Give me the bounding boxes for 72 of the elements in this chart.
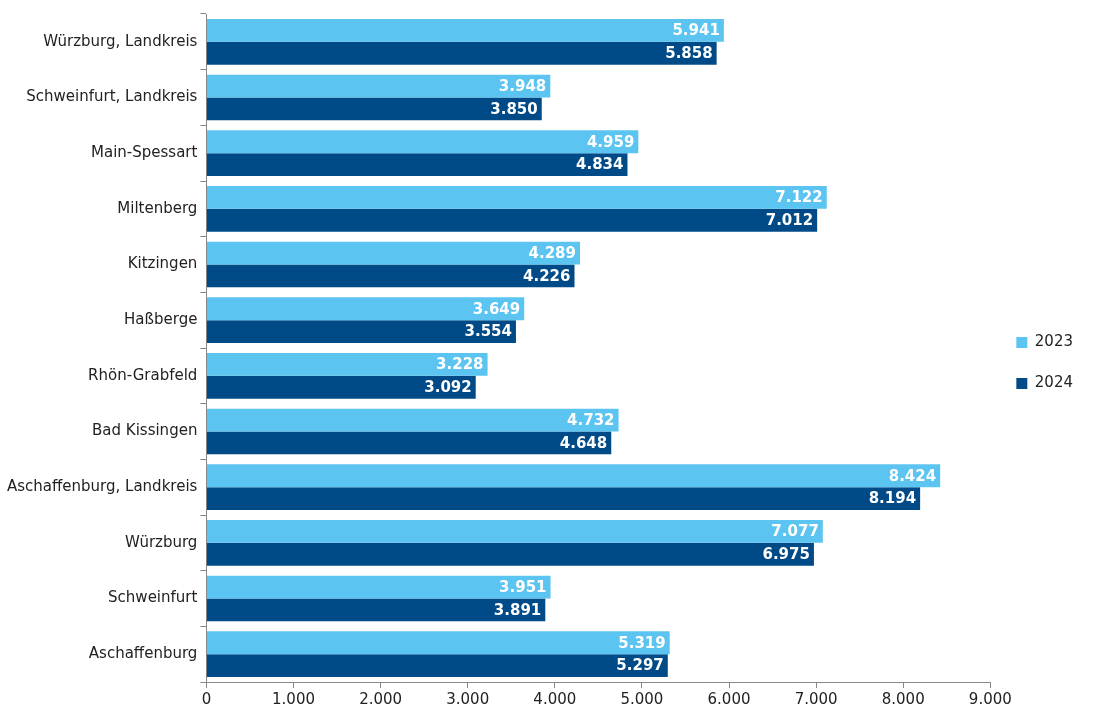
bar	[206, 631, 670, 655]
x-tick-label: 8.000	[881, 689, 925, 708]
data-label: 4.834	[576, 155, 624, 174]
data-label: 7.012	[765, 211, 814, 230]
y-tick-label: Miltenberg	[117, 198, 198, 217]
bar	[206, 74, 551, 98]
bar	[206, 297, 525, 321]
data-label: 3.850	[490, 99, 538, 118]
data-label: 5.941	[672, 21, 720, 40]
bar	[206, 542, 814, 566]
data-label: 4.648	[559, 433, 608, 452]
data-label: 7.122	[775, 188, 823, 207]
y-tick-label: Main-Spessart	[91, 143, 198, 162]
data-label: 3.649	[472, 299, 521, 318]
y-tick-label: Schweinfurt	[108, 588, 198, 607]
data-label: 3.891	[493, 600, 542, 619]
data-label: 5.319	[618, 633, 666, 652]
data-label: 3.951	[499, 577, 547, 596]
bar	[206, 375, 476, 399]
bar	[206, 97, 542, 121]
bar	[206, 241, 580, 265]
x-tick-label: 5.000	[620, 689, 664, 708]
bar	[206, 598, 546, 622]
legend-label: 2023	[1034, 332, 1074, 351]
data-label: 8.194	[868, 489, 917, 508]
y-tick-label: Haßberge	[124, 310, 198, 329]
bar	[206, 153, 628, 176]
data-label: 3.092	[424, 378, 472, 397]
bar	[206, 264, 575, 288]
data-label: 5.297	[616, 656, 664, 675]
data-label: 8.424	[888, 466, 937, 485]
data-label: 4.732	[567, 410, 615, 429]
data-label: 4.959	[586, 132, 635, 151]
data-label: 4.226	[523, 266, 571, 285]
legend-label: 2024	[1034, 373, 1074, 392]
bar	[206, 487, 921, 510]
data-label: 4.289	[528, 243, 576, 262]
x-tick-label: 3.000	[446, 689, 490, 708]
y-tick-label: Würzburg	[125, 532, 198, 551]
x-tick-label: 9.000	[968, 689, 1012, 708]
y-tick-label: Aschaffenburg	[88, 644, 198, 663]
data-label: 3.948	[498, 76, 547, 95]
bar	[206, 320, 516, 343]
x-tick-label: 7.000	[794, 689, 838, 708]
bar	[206, 208, 818, 232]
y-tick-label: Kitzingen	[127, 254, 198, 273]
x-tick-label: 6.000	[707, 689, 751, 708]
data-label: 6.975	[762, 545, 810, 564]
bar	[206, 130, 639, 154]
y-tick-label: Schweinfurt, Landkreis	[26, 87, 198, 106]
y-tick-label: Bad Kissingen	[92, 421, 198, 440]
data-label: 5.858	[665, 44, 713, 63]
bar	[206, 353, 488, 376]
bar	[206, 19, 724, 42]
x-tick-label: 1.000	[272, 689, 315, 708]
data-label: 3.228	[436, 355, 484, 374]
bar	[206, 408, 619, 432]
y-tick-label: Aschaffenburg, Landkreis	[6, 477, 198, 496]
data-label: 7.077	[771, 522, 819, 541]
bar	[206, 575, 551, 599]
bar	[206, 431, 612, 455]
x-tick-label: 4.000	[533, 689, 577, 708]
x-tick-label: 2.000	[359, 689, 403, 708]
bar	[206, 654, 668, 677]
bar	[206, 520, 823, 543]
bar	[206, 186, 827, 209]
y-tick-label: Rhön-Grabfeld	[88, 365, 198, 384]
x-tick-label: 0	[201, 689, 212, 708]
bar	[206, 41, 717, 65]
y-tick-label: Würzburg, Landkreis	[43, 31, 198, 50]
data-label: 3.554	[464, 322, 512, 341]
bar	[206, 464, 941, 488]
